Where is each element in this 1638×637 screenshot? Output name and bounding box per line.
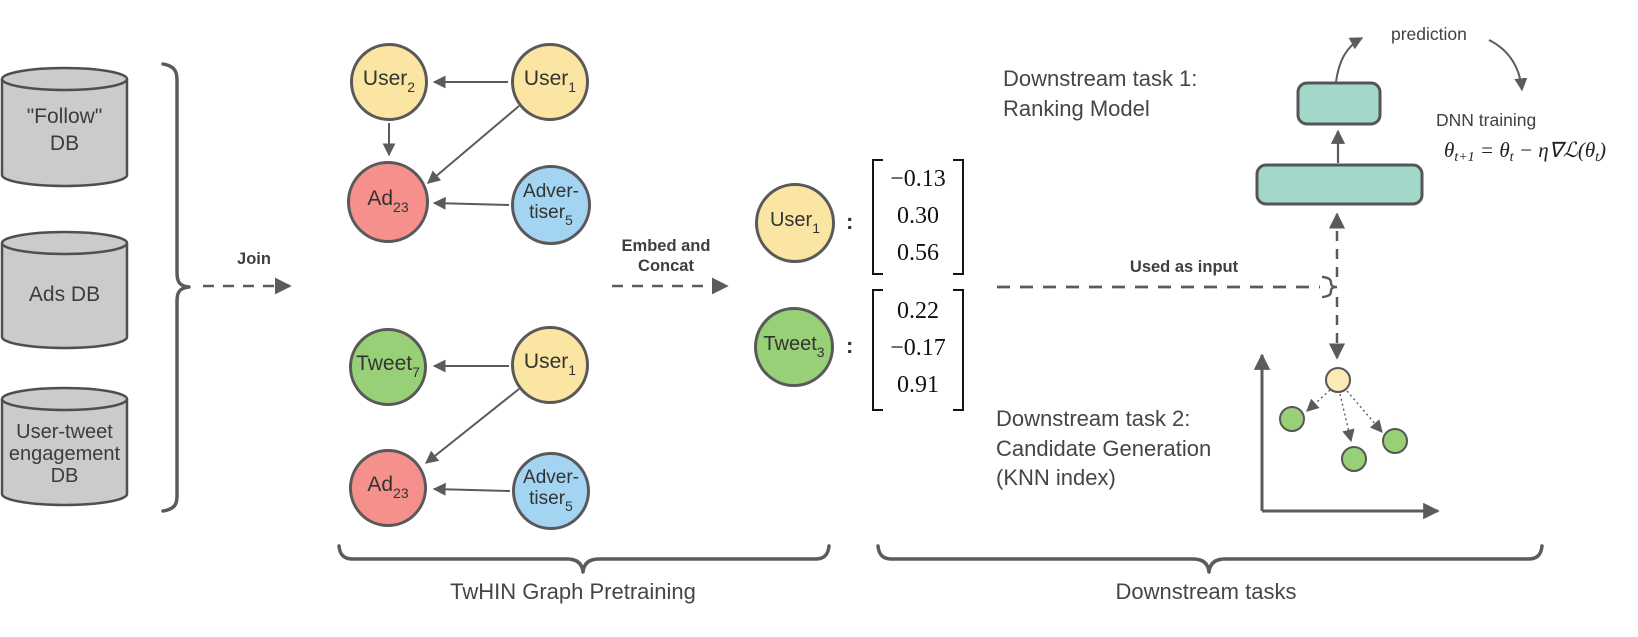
join-label: Join: [237, 250, 271, 268]
downstream-brace: [876, 544, 1544, 574]
node-advertiser5-bottom: Adver- tiser5: [512, 452, 590, 530]
prediction-label: prediction: [1391, 24, 1467, 44]
node-ad23-top: Ad23: [347, 161, 429, 243]
dnn-training-label: DNN training: [1436, 110, 1537, 130]
knn-neighbor-dot-2: [1341, 446, 1367, 472]
node-user1-top: User1: [511, 43, 589, 121]
sgd-update-formula: θt+1 = θt − η∇ℒ(θt): [1444, 138, 1607, 165]
follow-db-cylinder: [0, 66, 129, 188]
embed-concat-label: Embed and Concat: [621, 237, 711, 275]
ads-db-cylinder: [0, 230, 129, 350]
embedding-node-user1: User1: [755, 183, 835, 263]
downstream-caption: Downstream tasks: [1115, 579, 1297, 604]
engagement-db-label: User-tweet engagement DB: [8, 421, 121, 487]
dnn-layer-box-lower: [1255, 163, 1424, 206]
embedding-colon-1: :: [846, 209, 854, 234]
downstream-task1-title: Downstream task 1: Ranking Model: [1003, 66, 1198, 121]
follow-db-label: "Follow" DB: [26, 105, 103, 155]
pretraining-caption: TwHIN Graph Pretraining: [450, 579, 696, 604]
edge-user1-ad23-bottom: [424, 388, 520, 464]
prediction-to-training-arrow: [1488, 39, 1528, 92]
downstream-task2-title: Downstream task 2: Candidate Generation …: [996, 406, 1212, 490]
node-ad23-bottom: Ad23: [349, 449, 427, 527]
knn-neighbor-arrow-1: [1306, 389, 1331, 412]
embedding-colon-2: :: [846, 333, 854, 358]
node-user2: User2: [350, 43, 428, 121]
knn-neighbor-arrow-3: [1346, 390, 1383, 433]
knn-neighbor-arrow-2: [1339, 393, 1355, 443]
edge-user1-ad23: [427, 105, 520, 184]
knn-neighbor-dot-3: [1382, 428, 1408, 454]
pretraining-brace: [337, 544, 831, 574]
knn-query-dot: [1325, 367, 1351, 393]
input-split-brace: [1321, 275, 1338, 299]
db-group-brace: [161, 62, 191, 513]
ads-db-label: Ads DB: [28, 283, 101, 306]
node-user1-bottom: User1: [511, 326, 589, 404]
used-as-input-label: Used as input: [1129, 258, 1239, 276]
embedding-vector-tweet3: 0.22 −0.17 0.91: [872, 289, 964, 411]
node-tweet7: Tweet7: [349, 328, 427, 406]
to-prediction-arrow: [1335, 37, 1364, 83]
edge-advertiser5-ad23-bottom: [432, 482, 511, 496]
dnn-layer-box-upper: [1296, 81, 1382, 126]
knn-neighbor-dot-1: [1279, 406, 1305, 432]
node-advertiser5-top: Adver- tiser5: [511, 165, 591, 245]
embedding-vector-user1: −0.13 0.30 0.56: [872, 159, 964, 275]
engagement-db-cylinder: [0, 386, 129, 507]
embedding-node-tweet3: Tweet3: [754, 307, 834, 387]
edge-advertiser5-ad23: [432, 196, 510, 210]
